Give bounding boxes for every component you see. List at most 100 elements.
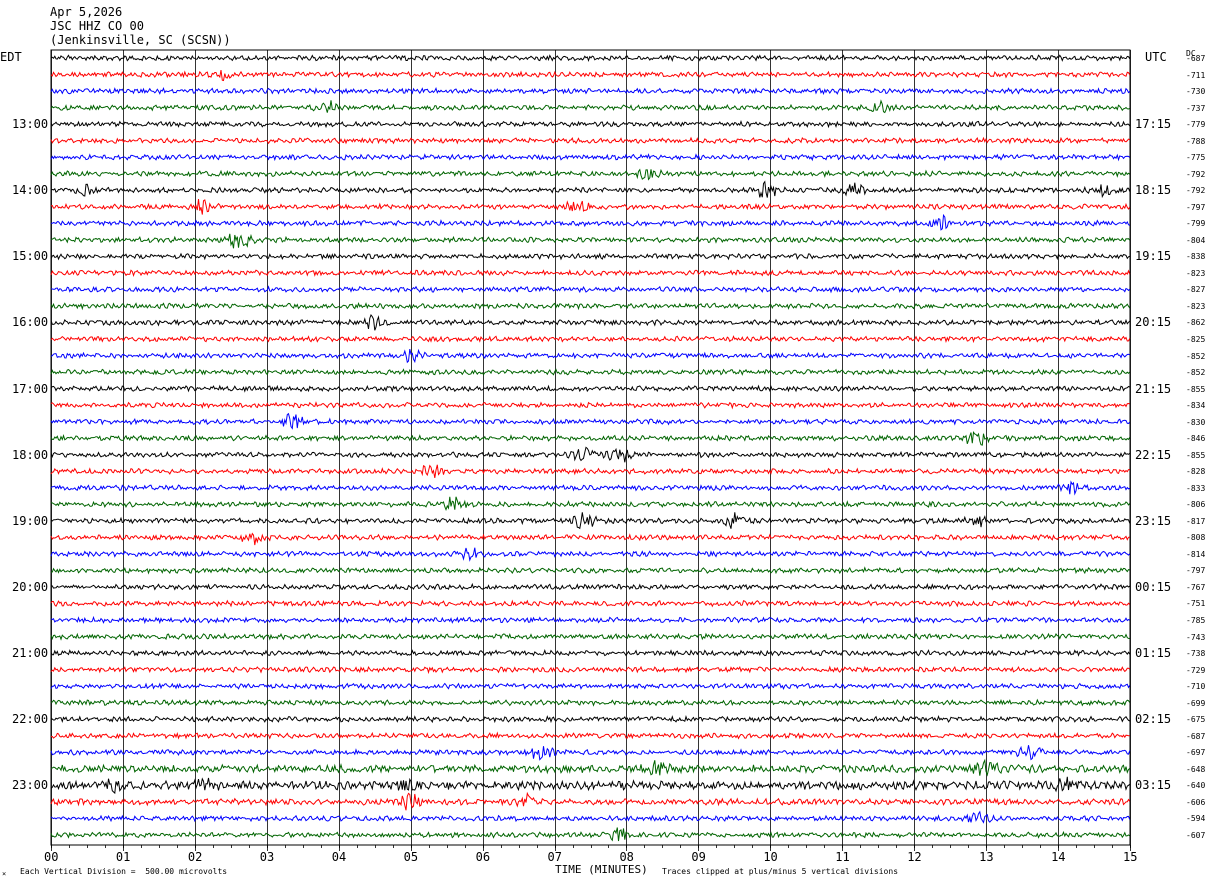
- seismic-trace: [50, 480, 1130, 496]
- x-tick-label: 08: [619, 850, 634, 864]
- dc-offset-value: -607: [1186, 830, 1206, 840]
- seismic-trace: [50, 136, 1131, 145]
- seismic-trace: [50, 745, 1131, 761]
- dc-offset-value: -675: [1186, 715, 1206, 725]
- corner-mark: ×: [2, 870, 7, 878]
- left-hour-label: 19:00: [12, 513, 49, 528]
- dc-offset-value: -806: [1186, 500, 1206, 510]
- left-hour-label: 21:00: [12, 646, 49, 661]
- seismic-trace: [50, 302, 1131, 311]
- seismic-trace: [50, 496, 1131, 511]
- station-code: JSC HHZ CO 00: [50, 19, 144, 33]
- dc-offset-value: -855: [1186, 384, 1206, 394]
- right-hour-label: 02:15: [1135, 712, 1172, 727]
- dc-offset-value: -862: [1186, 318, 1206, 328]
- right-hour-label: 23:15: [1135, 513, 1172, 528]
- seismic-trace: [50, 54, 1131, 63]
- x-tick-label: 09: [691, 850, 706, 864]
- left-hour-label: 22:00: [12, 712, 49, 727]
- seismic-trace: [50, 348, 1130, 364]
- dc-offset-value: -808: [1186, 533, 1206, 543]
- right-hour-label: 19:15: [1135, 249, 1172, 264]
- dc-offset-value: -606: [1186, 797, 1206, 807]
- right-hour-label: 01:15: [1135, 646, 1172, 661]
- dc-offset-value: -797: [1186, 566, 1206, 576]
- dc-offset-value: -711: [1186, 70, 1206, 80]
- dc-offset-value: -743: [1186, 632, 1206, 642]
- seismic-trace: [50, 335, 1131, 344]
- dc-offset-value: -640: [1186, 781, 1206, 791]
- x-tick-label: 14: [1051, 850, 1066, 864]
- x-tick-label: 05: [403, 850, 419, 864]
- x-tick-label: 00: [44, 850, 59, 864]
- dc-offset-value: -792: [1186, 186, 1206, 196]
- dc-offset-value: -855: [1186, 450, 1206, 460]
- seismic-trace: [50, 412, 1131, 430]
- dc-offset-value: -687: [1186, 731, 1206, 741]
- dc-offset-value: -775: [1186, 153, 1206, 163]
- seismic-trace: [50, 682, 1131, 691]
- left-timezone-label: EDT: [0, 50, 22, 64]
- dc-offset-value: -779: [1186, 120, 1206, 130]
- dc-offset-value: -785: [1186, 616, 1206, 626]
- dc-offset-value: -852: [1186, 351, 1206, 361]
- dc-offset-value: -817: [1186, 516, 1206, 526]
- seismic-trace: [50, 615, 1130, 625]
- dc-offset-value: -594: [1186, 814, 1206, 824]
- seismic-trace: [50, 70, 1131, 82]
- seismic-trace: [50, 731, 1130, 740]
- seismic-trace: [50, 269, 1131, 277]
- x-tick-label: 15: [1123, 850, 1138, 864]
- dc-offset-value: -710: [1186, 682, 1206, 692]
- seismic-trace: [50, 632, 1130, 641]
- right-hour-label: 21:15: [1135, 381, 1172, 396]
- x-tick-label: 12: [907, 850, 922, 864]
- x-axis-title: TIME (MINUTES): [555, 863, 648, 876]
- seismic-trace: [50, 827, 1131, 842]
- dc-offset-value: -804: [1186, 235, 1206, 245]
- dc-offset-value: -699: [1186, 698, 1206, 708]
- dc-offset-value: -828: [1186, 467, 1206, 477]
- dc-offset-value: -737: [1186, 103, 1206, 113]
- left-hour-label: 17:00: [12, 381, 49, 396]
- seismic-trace: [50, 648, 1131, 657]
- left-hour-label: 14:00: [12, 183, 49, 198]
- right-timezone-label: UTC: [1145, 50, 1167, 64]
- seismic-trace: [50, 532, 1130, 546]
- plot-frame: [50, 49, 1131, 846]
- dc-offset-value: -767: [1186, 582, 1206, 592]
- seismic-trace: [50, 665, 1131, 675]
- seismic-trace: [51, 213, 1131, 231]
- right-hour-label: 00:15: [1135, 579, 1172, 594]
- seismic-trace: [50, 119, 1131, 129]
- left-hour-label: 15:00: [12, 249, 49, 264]
- dc-offset-value: -852: [1186, 368, 1206, 378]
- right-hour-label: 20:15: [1135, 315, 1172, 330]
- seismic-trace: [50, 791, 1131, 811]
- seismic-trace: [50, 199, 1131, 215]
- seismic-trace: [50, 810, 1131, 824]
- dc-offset-value: -834: [1186, 401, 1206, 411]
- dc-offset-header: DC: [1186, 49, 1196, 58]
- seismic-trace: [50, 464, 1130, 478]
- seismic-trace: [50, 446, 1131, 463]
- dc-offset-value: -792: [1186, 169, 1206, 179]
- seismic-trace: [50, 715, 1131, 724]
- x-tick-label: 13: [979, 850, 994, 864]
- left-hour-label: 18:00: [12, 447, 49, 462]
- left-hour-label: 13:00: [12, 117, 49, 132]
- seismic-trace: [50, 87, 1131, 96]
- x-tick-label: 01: [115, 850, 131, 864]
- dc-offset-value: -799: [1186, 219, 1206, 229]
- x-tick-label: 11: [835, 850, 850, 864]
- seismic-trace: [50, 313, 1131, 331]
- seismic-trace: [50, 168, 1131, 181]
- dc-offset-value: -825: [1186, 335, 1206, 344]
- dc-offset-value: -729: [1186, 665, 1206, 675]
- x-tick-label: 03: [259, 850, 275, 864]
- seismic-trace: [50, 285, 1131, 294]
- x-tick-label: 10: [763, 850, 778, 864]
- seismic-trace: [50, 698, 1131, 707]
- dc-offset-value: -797: [1186, 202, 1206, 212]
